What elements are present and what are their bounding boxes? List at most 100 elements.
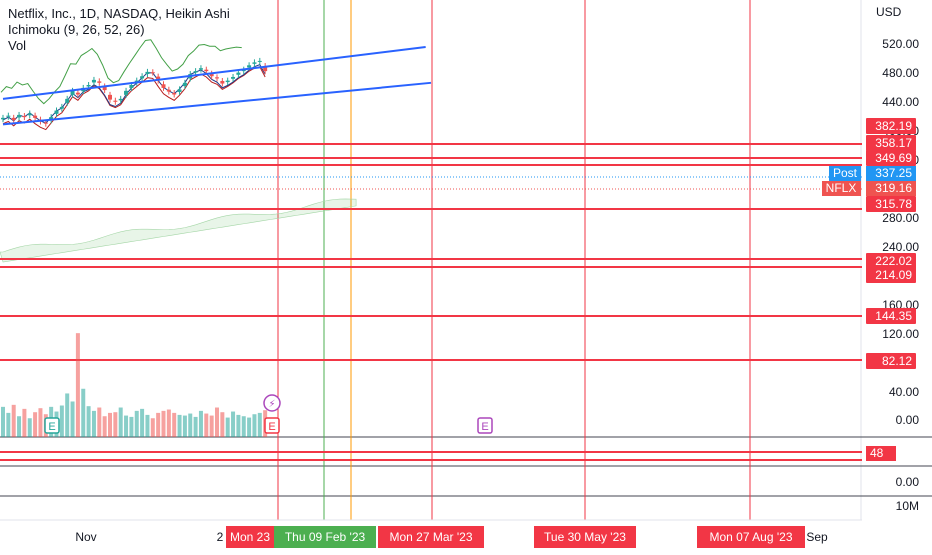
- price-level-badge[interactable]: [866, 135, 916, 151]
- earnings-marker[interactable]: [477, 417, 493, 434]
- last-price-value[interactable]: 319.16: [875, 181, 912, 195]
- price-level-badge[interactable]: [866, 118, 916, 134]
- volume-bar: [225, 417, 230, 437]
- volume-bar: [182, 415, 187, 437]
- volume-bar: [33, 412, 38, 437]
- post-label-badge[interactable]: [829, 166, 861, 181]
- price-level-value[interactable]: 144.35: [875, 309, 912, 323]
- price-level-value[interactable]: 222.02: [875, 254, 912, 268]
- price-tick-label: 280.00: [882, 211, 919, 225]
- volume-bar: [75, 333, 80, 437]
- candle-body: [150, 72, 155, 74]
- volume-bar: [166, 409, 171, 437]
- candle-body: [172, 93, 177, 95]
- candle-body: [220, 80, 225, 84]
- indicator-ichimoku-label[interactable]: Ichimoku (9, 26, 52, 26): [8, 22, 145, 37]
- lower-tick-label: 0.00: [896, 475, 920, 489]
- volume-bar: [241, 416, 246, 437]
- time-tick-label: Sep: [806, 530, 828, 544]
- candle-body: [231, 76, 236, 79]
- volume-bar: [247, 417, 252, 437]
- last-price-badge[interactable]: [866, 181, 916, 196]
- candle-body: [247, 65, 252, 68]
- price-level-value[interactable]: 315.78: [875, 197, 912, 211]
- candle-body: [257, 60, 262, 62]
- date-label[interactable]: Mon 23: [230, 530, 270, 544]
- volume-bar: [97, 407, 102, 437]
- lower-pane-badge[interactable]: [866, 446, 896, 461]
- lower-pane-value[interactable]: 48: [870, 446, 884, 460]
- date-label-badge[interactable]: [697, 526, 805, 548]
- candle-body: [161, 84, 166, 88]
- post-price-badge[interactable]: [866, 166, 916, 181]
- earnings-marker-label[interactable]: E: [48, 421, 55, 433]
- candle-body: [65, 98, 70, 103]
- currency-label: USD: [876, 5, 902, 19]
- candle-body: [27, 113, 32, 116]
- volume-bar: [231, 411, 236, 437]
- earnings-marker-label[interactable]: E: [481, 421, 488, 433]
- volume-bar: [252, 414, 257, 437]
- date-label[interactable]: Thu 09 Feb '23: [285, 530, 366, 544]
- earnings-marker-label[interactable]: E: [268, 421, 275, 433]
- earnings-marker[interactable]: [264, 417, 280, 434]
- price-level-badge[interactable]: [866, 353, 916, 369]
- price-level-value[interactable]: 82.12: [882, 354, 912, 368]
- price-level-badge[interactable]: [866, 308, 916, 324]
- volume-bar: [113, 412, 118, 437]
- volume-bar: [215, 407, 219, 437]
- volume-bar: [118, 407, 123, 437]
- post-label[interactable]: Post: [833, 166, 858, 180]
- price-level-badge[interactable]: [866, 267, 916, 283]
- ichimoku-lagging-span: [0, 39, 242, 105]
- price-level-value[interactable]: 349.69: [875, 151, 912, 165]
- price-level-badge[interactable]: [866, 196, 916, 212]
- candle-body: [182, 82, 187, 87]
- indicator-volume-label[interactable]: Vol: [8, 38, 27, 53]
- volume-bar: [70, 401, 75, 437]
- ichimoku-cloud: [0, 198, 357, 263]
- volume-bar: [65, 393, 70, 437]
- volume-bar: [150, 418, 155, 437]
- date-label[interactable]: Mon 07 Aug '23: [709, 530, 792, 544]
- price-level-value[interactable]: 358.17: [875, 136, 912, 150]
- date-label-badge[interactable]: [274, 526, 376, 548]
- candle-body: [11, 117, 16, 121]
- candle-body: [108, 94, 112, 100]
- date-label-badge[interactable]: [226, 526, 274, 548]
- volume-bar: [177, 414, 182, 437]
- candle-body: [17, 114, 22, 118]
- volume-bar: [22, 408, 27, 437]
- price-level-value[interactable]: 214.09: [875, 268, 912, 282]
- price-level-value[interactable]: 382.19: [875, 119, 912, 133]
- volume-bar: [91, 410, 96, 437]
- lower-tick-label: 10M: [896, 499, 919, 513]
- ichimoku-base-line: [2, 66, 266, 131]
- volume-bar: [145, 414, 150, 437]
- candle-body: [86, 85, 91, 87]
- candle-body: [263, 66, 268, 72]
- symbol-title[interactable]: Netflix, Inc., 1D, NASDAQ, Heikin Ashi: [8, 6, 230, 21]
- date-label-badge[interactable]: [378, 526, 484, 548]
- post-price-value[interactable]: 337.25: [875, 166, 912, 180]
- price-level-badge[interactable]: [866, 253, 916, 269]
- ichimoku-conversion-line: [2, 64, 266, 124]
- dividend-marker[interactable]: [263, 394, 281, 412]
- symbol-label[interactable]: NFLX: [826, 181, 857, 195]
- date-label[interactable]: Mon 27 Mar '23: [390, 530, 473, 544]
- volume-bar: [27, 418, 32, 437]
- volume-bar: [129, 416, 134, 437]
- symbol-label-badge[interactable]: [822, 181, 861, 196]
- price-level-badge[interactable]: [866, 150, 916, 166]
- date-label-badge[interactable]: [534, 526, 636, 548]
- volume-bar: [108, 412, 112, 437]
- candle-body: [156, 76, 161, 81]
- earnings-marker[interactable]: [44, 417, 60, 434]
- dividend-marker-icon[interactable]: ⚡: [268, 399, 275, 410]
- candle-body: [177, 89, 182, 92]
- candle-body: [22, 116, 27, 118]
- date-label[interactable]: Tue 30 May '23: [544, 530, 626, 544]
- candle-body: [70, 90, 75, 95]
